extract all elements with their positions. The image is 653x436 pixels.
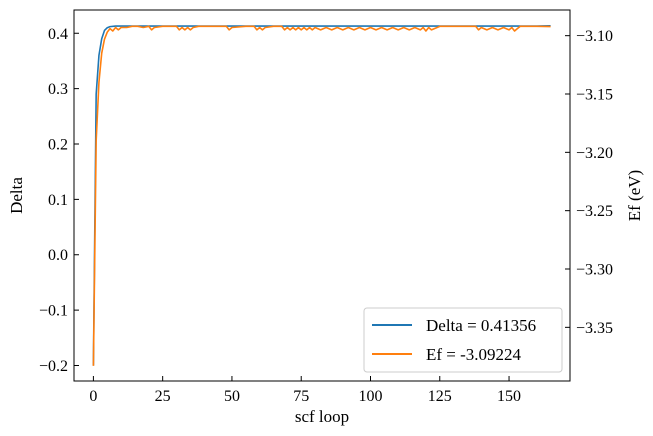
y-tick-label-left: 0.4 xyxy=(48,26,68,43)
x-tick-label: 150 xyxy=(497,388,521,405)
x-tick-label: 0 xyxy=(89,388,97,405)
legend-label-delta: Delta = 0.41356 xyxy=(426,316,536,335)
legend: Delta = 0.41356 Ef = -3.09224 xyxy=(363,307,563,373)
x-tick-label: 50 xyxy=(224,388,240,405)
y-tick-label-left: −0.1 xyxy=(39,303,68,320)
y-tick-label-right: −3.30 xyxy=(576,262,613,279)
x-tick-label: 75 xyxy=(293,388,309,405)
y-tick-label-right: −3.35 xyxy=(576,320,613,337)
y-tick-label-right: −3.10 xyxy=(576,28,613,45)
x-tick-label: 100 xyxy=(358,388,382,405)
y-tick-label-right: −3.25 xyxy=(576,203,613,220)
x-axis-label: scf loop xyxy=(295,407,349,426)
y-tick-label-left: 0.0 xyxy=(48,247,68,264)
x-tick-label: 125 xyxy=(428,388,452,405)
y-axis-label-left: Delta xyxy=(7,177,26,214)
legend-label-ef: Ef = -3.09224 xyxy=(426,345,522,364)
y-axis-label-right: Ef (eV) xyxy=(625,170,644,221)
y-tick-label-right: −3.15 xyxy=(576,87,613,104)
legend-box xyxy=(363,307,563,373)
y-tick-label-left: 0.3 xyxy=(48,81,68,98)
plot-marks xyxy=(92,24,551,366)
x-tick-label: 25 xyxy=(155,388,171,405)
y-tick-label-left: −0.2 xyxy=(39,358,68,375)
series-line-ef xyxy=(92,25,551,366)
y-tick-label-left: 0.1 xyxy=(48,192,68,209)
axes: 0 25 50 75 100 125 150 −0.2 −0.1 0.0 0.1 0.2 0.3 0.4 −… xyxy=(39,26,613,405)
plot-frame xyxy=(73,9,571,382)
y-tick-label-left: 0.2 xyxy=(48,137,68,154)
y-tick-label-right: −3.20 xyxy=(576,145,613,162)
